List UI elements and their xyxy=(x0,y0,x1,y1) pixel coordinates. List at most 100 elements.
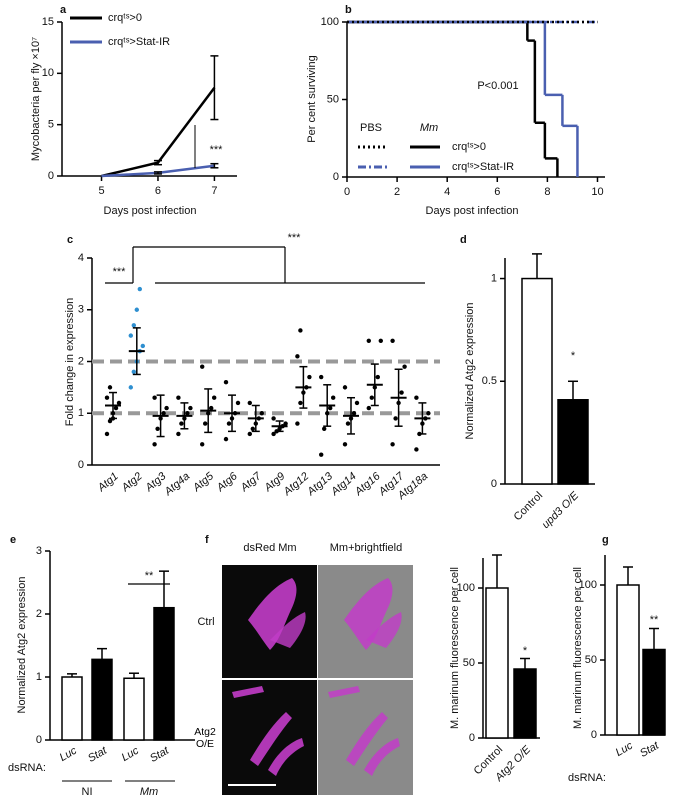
x-tick-label: upd3 O/E xyxy=(540,489,582,531)
y-tick-label: 0 xyxy=(48,170,54,182)
annotation: * xyxy=(571,350,576,362)
bar xyxy=(521,277,553,485)
panel-label: c xyxy=(67,234,73,246)
data-point xyxy=(113,405,119,411)
y-tick-label: 0 xyxy=(78,459,84,471)
image-row-label: Ctrl xyxy=(197,616,214,628)
x-axis-label: Days post infection xyxy=(426,205,519,217)
y-tick-label: 100 xyxy=(579,579,597,591)
y-axis-label: Normalized Atg2 expression xyxy=(16,577,28,714)
data-point xyxy=(307,374,312,380)
bar xyxy=(153,606,175,741)
x-tick-label: 4 xyxy=(444,186,450,198)
data-point xyxy=(402,364,407,369)
image-column-label: dsRed Mm xyxy=(243,542,296,554)
image-row-label: Atg2 O/E xyxy=(194,726,216,750)
x-tick-label: 6 xyxy=(155,185,161,197)
annotation: P<0.001 xyxy=(477,80,518,92)
bar xyxy=(91,658,113,741)
x-axis-label: Days post infection xyxy=(104,205,197,217)
y-tick-label: 3 xyxy=(78,304,84,316)
data-point xyxy=(319,452,324,457)
x-tick-label: 10 xyxy=(591,186,603,198)
y-tick-label: 100 xyxy=(321,16,339,28)
x-axis-label: dsRNA: xyxy=(8,762,46,774)
data-point xyxy=(378,338,383,343)
annotation: ** xyxy=(650,614,659,626)
data-point xyxy=(426,411,431,416)
data-point xyxy=(140,343,145,349)
y-tick-label: 15 xyxy=(42,16,54,28)
data-point xyxy=(322,426,327,431)
y-tick-label: 100 xyxy=(457,582,475,594)
panel-label: e xyxy=(10,534,16,546)
data-point xyxy=(354,400,360,406)
data-point xyxy=(271,431,276,437)
y-tick-label: 0.5 xyxy=(482,375,497,387)
legend-label: crqᵗˢ>Stat-IR xyxy=(108,36,170,48)
data-point xyxy=(128,333,133,338)
x-tick-label: Control xyxy=(512,490,546,524)
annotation: *** xyxy=(288,232,302,244)
data-point xyxy=(342,385,348,390)
data-point xyxy=(226,421,232,426)
bar xyxy=(513,668,537,739)
y-axis-label: Per cent surviving xyxy=(306,55,318,142)
y-tick-label: 10 xyxy=(42,67,54,79)
data-point xyxy=(164,405,169,411)
data-point xyxy=(203,421,208,426)
data-point xyxy=(152,395,157,400)
x-tick-label: Atg12 xyxy=(281,470,312,498)
data-point xyxy=(351,411,357,416)
y-tick-label: 0 xyxy=(469,732,475,744)
bar xyxy=(616,584,640,736)
bacteria xyxy=(270,612,306,648)
data-point xyxy=(104,431,110,437)
bacteria xyxy=(328,686,400,776)
legend-label: crqᵗˢ>Stat-IR xyxy=(452,161,514,173)
x-tick-label: Atg1 xyxy=(95,470,121,494)
annotation: *** xyxy=(210,144,224,156)
data-point xyxy=(152,442,157,447)
y-axis-label: M. marinum fluorescence per cell xyxy=(572,567,584,729)
x-axis-label: dsRNA: xyxy=(568,772,606,784)
data-point xyxy=(298,328,303,333)
data-point xyxy=(247,400,252,406)
x-tick-label: Stat xyxy=(148,744,172,765)
y-tick-label: 50 xyxy=(463,657,475,669)
data-point xyxy=(369,395,374,400)
data-point xyxy=(345,421,351,426)
data-point xyxy=(209,405,214,411)
bacteria xyxy=(248,578,297,650)
data-point xyxy=(200,442,205,447)
bacteria xyxy=(344,578,393,650)
data-point xyxy=(319,374,324,380)
y-tick-label: 5 xyxy=(48,119,54,131)
y-tick-label: 1 xyxy=(491,272,497,284)
y-axis-label: Fold change in expression xyxy=(64,298,76,426)
data-point xyxy=(414,395,419,400)
data-point xyxy=(212,395,217,400)
x-tick-label: Stat xyxy=(86,744,110,765)
data-point xyxy=(176,431,181,437)
data-point xyxy=(185,411,190,416)
panel-label: d xyxy=(460,234,467,246)
y-tick-label: 3 xyxy=(36,545,42,557)
y-tick-label: 50 xyxy=(327,93,339,105)
data-point xyxy=(200,364,205,369)
data-point xyxy=(414,447,419,452)
legend-header: PBS xyxy=(360,122,382,134)
group-label: NI xyxy=(82,786,93,798)
data-point xyxy=(134,307,139,312)
data-point xyxy=(131,369,136,375)
data-point xyxy=(375,374,380,380)
panel-label: g xyxy=(602,534,609,546)
y-tick-label: 2 xyxy=(36,608,42,620)
data-point xyxy=(295,354,300,359)
bar xyxy=(123,677,145,741)
bar xyxy=(557,399,589,485)
annotation: ** xyxy=(145,570,154,582)
data-point xyxy=(259,411,264,416)
